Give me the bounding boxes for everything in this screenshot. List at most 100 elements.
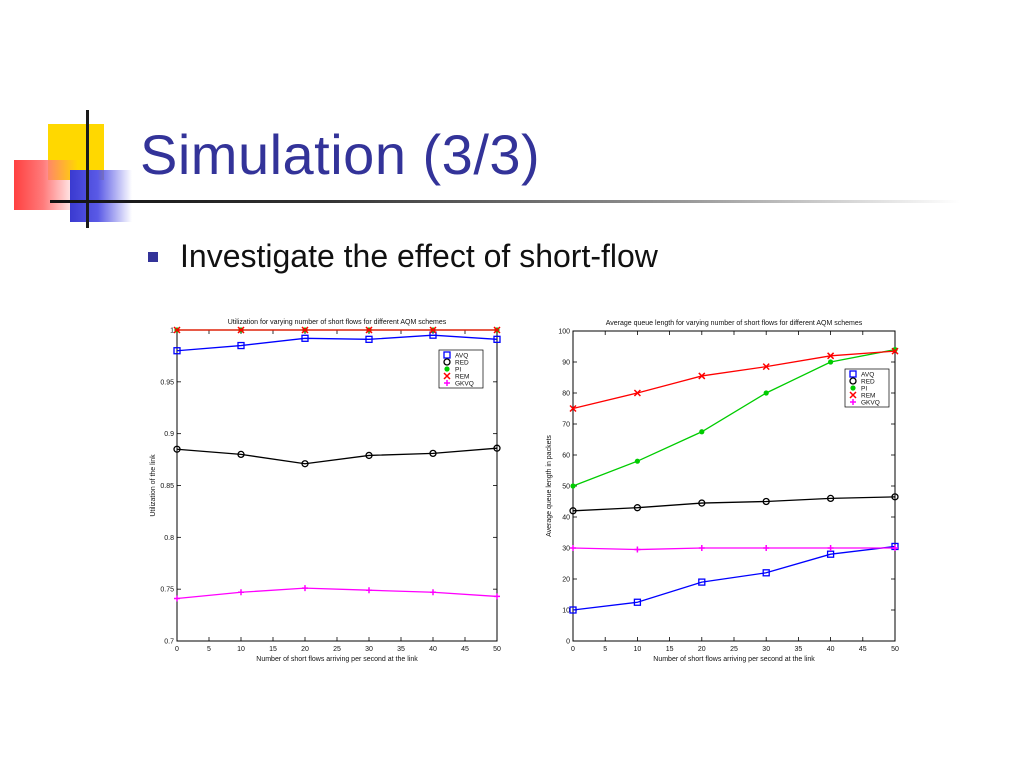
chart1-y-tick-label: 0.85: [160, 483, 174, 490]
chart2-point-rem: [698, 372, 706, 380]
chart1-legend-marker-red: [443, 358, 451, 366]
chart2-point-gkvq: [570, 545, 576, 551]
chart1-x-tick-label: 10: [237, 646, 245, 653]
chart2-point-gkvq: [892, 545, 898, 551]
chart2-legend-marker-pi: [850, 385, 856, 391]
chart2-point-pi: [570, 483, 576, 489]
chart1-legend-marker-pi: [444, 366, 450, 372]
chart2-legend-marker-gkvq: [850, 399, 856, 405]
chart1-point-red: [365, 451, 373, 460]
chart1-x-tick-label: 40: [429, 646, 437, 653]
chart1-point-rem: [429, 326, 437, 334]
chart1-x-tick-label: 30: [365, 646, 373, 653]
chart1-point-gkvq: [494, 593, 500, 600]
chart1-legend-label: AVQ: [455, 353, 468, 360]
chart2-point-red: [762, 497, 770, 506]
chart1-point-avq: [237, 341, 245, 350]
title-underline: [50, 200, 960, 203]
chart1-point-red: [493, 444, 501, 452]
chart2-x-tick-label: 25: [730, 646, 738, 653]
chart1-x-tick-label: 0: [175, 646, 179, 653]
chart2-point-red: [891, 493, 899, 501]
chart2-y-tick-label: 50: [562, 484, 570, 491]
chart1-y-tick-label: 0.95: [160, 379, 174, 386]
chart2-point-rem: [633, 389, 641, 397]
chart2-point-pi: [634, 458, 640, 464]
chart2-point-red: [633, 504, 642, 512]
chart1-point-gkvq: [366, 587, 372, 594]
chart1-legend-marker-rem: [443, 372, 451, 380]
chart1-series-line-gkvq: [176, 587, 498, 600]
chart2-series-line-pi: [572, 348, 896, 487]
chart1-point-gkvq: [302, 585, 308, 592]
chart2-point-pi: [828, 359, 834, 365]
chart1-point-rem: [173, 326, 181, 334]
chart1-y-axis-label: Utilization of the link: [150, 454, 157, 517]
chart2-point-rem: [762, 363, 770, 371]
chart2-legend-label: AVQ: [861, 372, 874, 379]
chart2-point-avq: [826, 550, 835, 558]
bullet-square-icon: [148, 251, 158, 262]
chart2-point-gkvq: [634, 546, 641, 553]
chart2-y-tick-label: 30: [562, 546, 570, 553]
chart2-point-avq: [633, 598, 642, 606]
chart1-point-rem: [237, 326, 245, 334]
chart2-legend-marker-rem: [849, 391, 857, 399]
chart1-legend-marker-gkvq: [444, 380, 450, 386]
chart1-y-tick-label: 0.7: [164, 639, 174, 646]
chart2-point-rem: [827, 352, 835, 360]
chart2-legend-label: PI: [861, 386, 867, 393]
chart1-point-gkvq: [430, 589, 436, 596]
chart2-x-tick-label: 5: [603, 646, 607, 653]
chart2-y-tick-label: 0: [566, 639, 570, 646]
chart1-point-red: [237, 450, 245, 459]
chart2-point-red: [569, 507, 577, 515]
chart2-series-line-avq: [572, 545, 896, 611]
chart1-legend-marker-avq: [443, 351, 451, 359]
chart2-point-red: [698, 499, 706, 507]
chart2-x-tick-label: 20: [698, 646, 706, 653]
chart1-legend-label: GKVQ: [455, 381, 474, 388]
chart2-plot-frame: [572, 330, 896, 642]
chart2-y-tick-label: 10: [562, 608, 570, 615]
chart2-point-red: [826, 494, 835, 503]
chart1-point-gkvq: [238, 589, 244, 596]
chart2-x-axis-label: Number of short flows arriving per secon…: [653, 656, 815, 663]
chart2-y-tick-label: 40: [562, 515, 570, 522]
chart1-title: Utilization for varying number of short …: [228, 319, 447, 326]
chart1-point-rem: [365, 326, 373, 334]
chart2-x-tick-label: 50: [891, 646, 899, 653]
chart1-y-tick-label: 0.8: [164, 535, 174, 542]
chart2-point-rem: [569, 404, 577, 413]
chart2-point-gkvq: [763, 545, 770, 551]
chart1-y-tick-label: 0.75: [160, 587, 174, 594]
chart1-legend-label: PI: [455, 367, 461, 374]
chart1-point-red: [301, 460, 309, 468]
chart1-series-line-avq: [176, 334, 498, 352]
chart1-legend-label: REM: [455, 374, 469, 381]
chart1-y-tick-label: 1: [170, 328, 174, 335]
chart2-x-tick-label: 10: [634, 646, 642, 653]
decor-blue-square: [70, 170, 132, 222]
chart2-point-pi: [763, 390, 769, 396]
chart1-point-avq: [173, 347, 181, 355]
chart2-y-tick-label: 80: [562, 391, 570, 398]
chart1-point-red: [173, 445, 181, 453]
chart2-y-tick-label: 20: [562, 577, 570, 584]
chart2-title: Average queue length for varying number …: [606, 320, 863, 327]
slide-title: Simulation (3/3): [140, 123, 541, 186]
chart1-point-gkvq: [174, 595, 180, 602]
chart2-point-rem: [891, 347, 899, 355]
chart2-point-avq: [698, 578, 706, 586]
chart2-y-tick-label: 90: [562, 360, 570, 367]
chart1-point-red: [429, 449, 437, 458]
chart2-y-tick-label: 60: [562, 453, 570, 460]
chart2-legend-label: REM: [861, 393, 875, 400]
chart2-legend-marker-avq: [849, 370, 857, 378]
chart2-x-tick-label: 0: [571, 646, 575, 653]
bullet-item: Investigate the effect of short-flow: [148, 238, 658, 275]
chart2-legend-marker-red: [849, 377, 857, 385]
chart1-x-tick-label: 5: [207, 646, 211, 653]
chart2-x-tick-label: 40: [827, 646, 835, 653]
chart1-x-tick-label: 45: [461, 646, 469, 653]
